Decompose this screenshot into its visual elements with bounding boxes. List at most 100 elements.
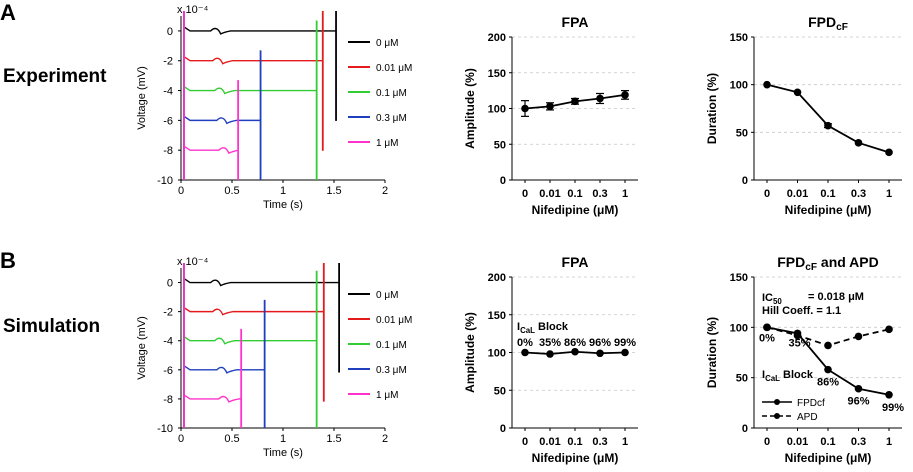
x-tick-label: 2: [382, 433, 388, 445]
y-tick-label: 150: [730, 272, 748, 284]
x-tick-label: 2: [382, 185, 388, 197]
x-tick-label: 1.5: [326, 185, 341, 197]
y-tick-label: 50: [494, 139, 506, 151]
data-point: [596, 94, 604, 103]
data-point: [885, 148, 893, 157]
x-tick-label: 0: [764, 188, 770, 200]
trace-line-0: [183, 26, 337, 35]
x-tick-label: 1: [622, 436, 628, 448]
trace-line-1: [183, 56, 323, 65]
y-tick-label: 200: [488, 32, 506, 44]
legend-label-0: 0 μM: [376, 38, 398, 49]
legend-label-2: 0.1 μM: [376, 88, 407, 99]
y-axis-label: Duration (%): [705, 317, 719, 388]
y-tick-label: 100: [488, 104, 506, 116]
data-point: [793, 88, 802, 97]
y-tick-label: -8: [163, 394, 173, 406]
x-tick-label: 1: [886, 436, 892, 448]
y-tick-label: 150: [488, 68, 506, 80]
block-value: 35%: [788, 337, 810, 349]
data-point: [571, 347, 579, 356]
trace-line-1: [183, 307, 324, 316]
y-tick-label: 0: [167, 26, 173, 38]
x-axis-label: Time (s): [263, 447, 303, 459]
x-tick-label: 0.5: [224, 185, 239, 197]
dose-chart-expFPD: 0 50 100 150 0 0.01 0.1 0.3 1 Nifedipine (μM) Dura…: [705, 14, 902, 217]
y-tick-label: 100: [730, 322, 748, 334]
chart-title: FPDcF and APD: [777, 254, 878, 273]
block-value: 86%: [817, 377, 839, 389]
data-point: [885, 325, 893, 334]
x-tick-label: 0: [764, 436, 770, 448]
block-label: ICaL Block: [762, 369, 814, 383]
y-tick-label: -6: [163, 365, 173, 377]
y-tick-label: -2: [163, 56, 173, 68]
legend-label-4: 1 μM: [376, 390, 398, 401]
traces-chart-simTraces: x 10⁻⁴ 0 -2 -4 -6 -8 -10 0 0.5 1 1.5 2 Time (s) Volta…: [136, 256, 412, 459]
x-tick-label: 0.1: [567, 436, 582, 448]
data-point: [546, 350, 554, 358]
data-point: [621, 348, 629, 357]
y-axis-label: Amplitude (%): [463, 312, 477, 393]
legend-label-4: 1 μM: [376, 138, 398, 149]
trace-line-2: [183, 85, 317, 95]
y-tick-label: 150: [730, 32, 748, 44]
block-value: 96%: [847, 396, 869, 408]
x-axis-label: Time (s): [263, 199, 303, 211]
chart-title: FPA: [562, 14, 589, 30]
y-tick-label: 50: [736, 127, 748, 139]
y-tick-label: 0: [167, 278, 173, 290]
y-tick-label: -6: [163, 115, 173, 127]
x-axis-label: Nifedipine (μM): [532, 451, 619, 465]
y-tick-label: 150: [488, 310, 506, 322]
x-tick-label: 1: [622, 188, 628, 200]
x-tick-label: 0.5: [224, 433, 239, 445]
row-label-simulation: Simulation: [3, 316, 100, 337]
y-tick-label: 100: [488, 348, 506, 360]
block-value: 0%: [517, 337, 533, 349]
y-tick-label: -4: [163, 336, 173, 348]
x-tick-label: 0.3: [851, 188, 866, 200]
hill-coefficient: Hill Coeff. = 1.1: [762, 305, 841, 317]
ic50-value: = 0.018 μM: [808, 291, 864, 303]
scale-label: x 10⁻⁴: [177, 256, 209, 268]
trace-line-3: [183, 365, 265, 374]
x-tick-label: 0.01: [539, 188, 560, 200]
x-tick-label: 0.3: [851, 436, 866, 448]
y-tick-label: -10: [157, 175, 173, 187]
traces-chart-expTraces: x 10⁻⁴ 0 -2 -4 -6 -8 -10 0 0.5 1 1.5 2 Time (s) Volta…: [136, 4, 412, 211]
y-tick-label: 0: [742, 175, 748, 187]
x-tick-label: 0: [178, 185, 184, 197]
data-point: [854, 384, 863, 393]
series-line-0: [766, 83, 890, 154]
x-axis-label: Nifedipine (μM): [785, 203, 872, 217]
data-point: [854, 332, 863, 341]
x-axis-label: Nifedipine (μM): [785, 451, 872, 465]
y-tick-label: -10: [157, 423, 173, 435]
data-point: [521, 104, 529, 113]
panel-label-a: A: [0, 0, 16, 25]
scale-label: x 10⁻⁴: [177, 4, 209, 16]
legend-label-0: 0 μM: [376, 290, 398, 301]
legend-label-1: 0.01 μM: [376, 315, 412, 326]
trace-line-2: [183, 336, 317, 345]
data-point: [824, 365, 832, 374]
legend-marker-0: [774, 399, 780, 405]
block-value: 86%: [564, 337, 586, 349]
row-label-experiment: Experiment: [3, 66, 107, 87]
x-tick-label: 0.01: [539, 436, 560, 448]
block-label: ICaL Block: [517, 321, 569, 335]
y-axis-label: Duration (%): [705, 73, 719, 144]
block-value: 0%: [759, 332, 775, 344]
trace-line-3: [183, 115, 261, 125]
trace-line-4: [183, 394, 242, 403]
dose-chart-simFPD: 0 50 100 150 0 0.01 0.1 0.3 1 Nifedipine (μM) Dura…: [705, 254, 904, 465]
legend-label-0: FPDcf: [797, 398, 825, 409]
chart-title: FPDcF: [808, 14, 848, 33]
y-tick-label: -2: [163, 307, 173, 319]
x-tick-label: 0.1: [820, 436, 835, 448]
x-tick-label: 1: [280, 433, 286, 445]
